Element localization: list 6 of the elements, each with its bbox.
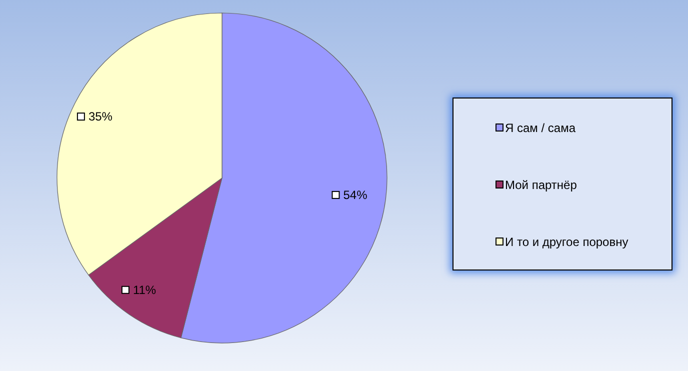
data-label: 35% — [88, 110, 113, 124]
data-label: 11% — [132, 282, 156, 297]
slice-label: Я сам / сама — [505, 121, 576, 135]
legend-label: И то и другое поровну — [505, 235, 628, 249]
legend-label: Мой партнёр — [505, 178, 578, 192]
data-label: 54% — [343, 188, 368, 202]
